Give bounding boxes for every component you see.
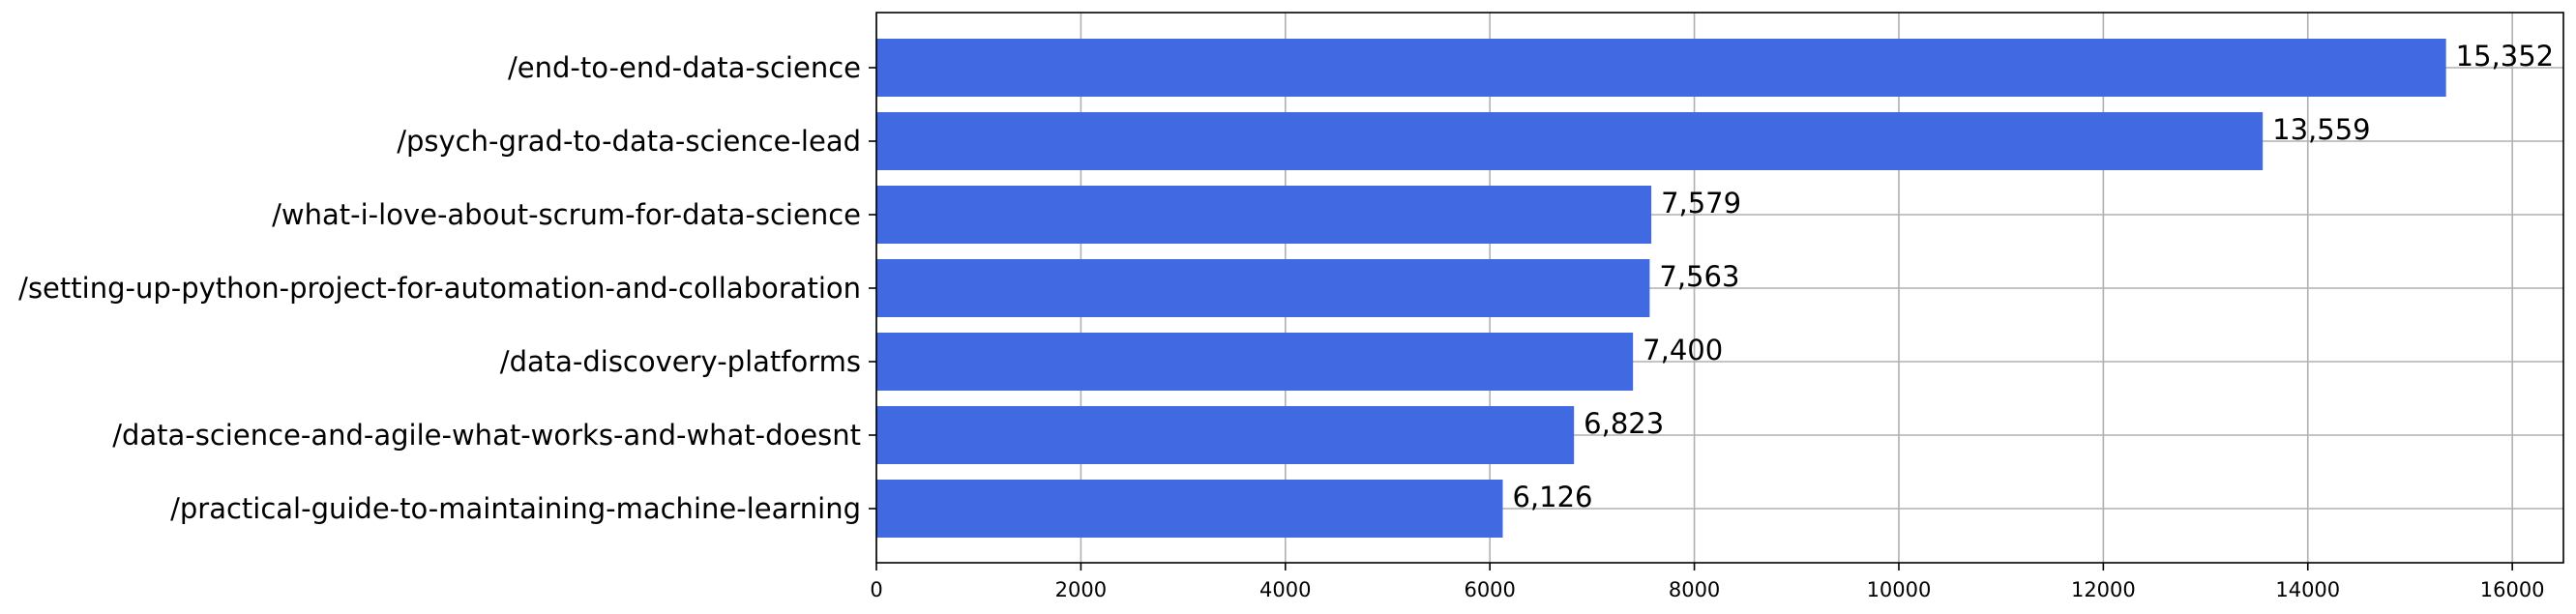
- category-label-layer: /end-to-end-data-science/psych-grad-to-d…: [18, 51, 861, 525]
- x-tick-label: 4000: [1259, 578, 1311, 601]
- bar: [876, 39, 2446, 97]
- bar-value-label: 7,563: [1659, 260, 1739, 293]
- x-tick-label: 2000: [1055, 578, 1107, 601]
- category-label: /setting-up-python-project-for-automatio…: [18, 272, 861, 305]
- bar: [876, 480, 1503, 538]
- bar: [876, 112, 2264, 170]
- x-tick-label: 16000: [2480, 578, 2545, 601]
- x-tick-label: 10000: [1867, 578, 1932, 601]
- category-label: /practical-guide-to-maintaining-machine-…: [170, 492, 861, 525]
- bar: [876, 259, 1650, 317]
- plot-frame: [875, 12, 2564, 564]
- x-tick-label: 12000: [2071, 578, 2136, 601]
- bar-value-label: 13,559: [2272, 113, 2370, 146]
- bar: [876, 333, 1634, 391]
- category-label: /psych-grad-to-data-science-lead: [397, 125, 861, 158]
- x-tick-label: 6000: [1464, 578, 1515, 601]
- category-label: /end-to-end-data-science: [508, 51, 861, 84]
- bar: [876, 186, 1652, 244]
- category-label: /what-i-love-about-scrum-for-data-scienc…: [272, 198, 861, 231]
- bar-value-label: 7,400: [1643, 334, 1723, 366]
- category-label: /data-discovery-platforms: [500, 345, 861, 378]
- category-label: /data-science-and-agile-what-works-and-w…: [112, 419, 861, 452]
- bar-value-label: 6,823: [1584, 407, 1664, 440]
- x-tick-label: 8000: [1669, 578, 1720, 601]
- x-tick-layer: 0 2000 4000 6000 8000 10000 12000 14000 16000: [869, 67, 2545, 601]
- x-tick-label: 0: [870, 578, 882, 601]
- x-tick-label: 14000: [2275, 578, 2340, 601]
- bar-value-label: 7,579: [1661, 187, 1741, 219]
- bar-value-label: 15,352: [2456, 40, 2554, 73]
- value-label-layer: 15,352 13,559 7,579 7,563 7,400 6,823 6,126: [1512, 40, 2554, 513]
- bar-layer: [876, 39, 2446, 538]
- bar: [876, 406, 1575, 464]
- bar-value-label: 6,126: [1512, 481, 1592, 513]
